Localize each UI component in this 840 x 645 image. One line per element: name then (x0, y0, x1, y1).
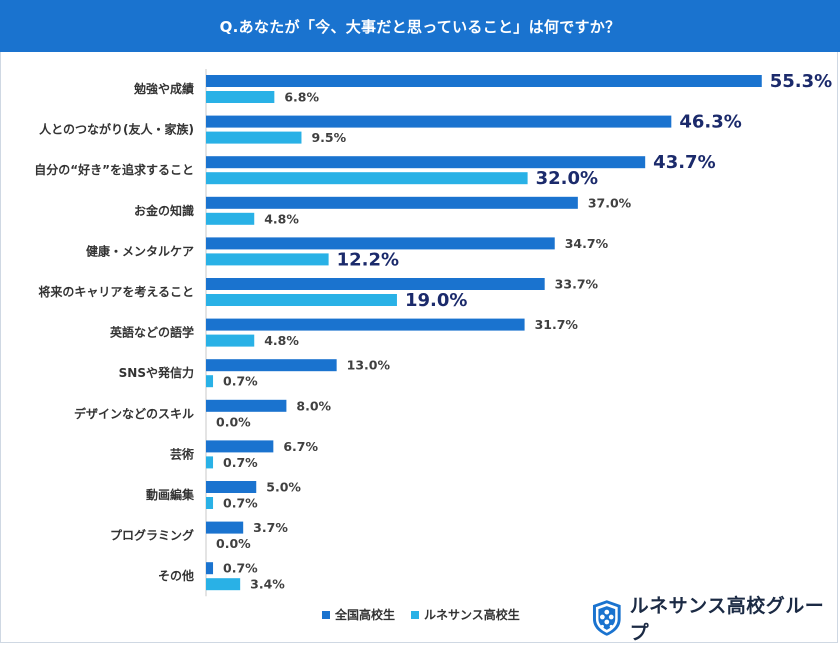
data-label: 37.0% (588, 195, 632, 210)
data-label: 5.0% (266, 480, 301, 495)
bar-national (206, 399, 287, 412)
bar-national (206, 521, 244, 534)
data-label: 0.0% (216, 536, 251, 551)
bar-renaissance (206, 375, 214, 388)
bar-national (206, 562, 214, 575)
category-label: 芸術 (170, 446, 194, 461)
legend-item-national: 全国高校生 (322, 606, 395, 623)
data-label: 31.7% (535, 317, 579, 332)
category-label: プログラミング (110, 528, 194, 543)
bar-national (206, 156, 646, 169)
bar-renaissance (206, 172, 528, 185)
category-label: その他 (158, 568, 194, 583)
bar-national (206, 440, 274, 453)
data-label: 9.5% (311, 130, 346, 145)
bar-renaissance (206, 497, 214, 509)
logo-text: ルネサンス高校グループ (629, 595, 825, 644)
category-label: 人とのつながり(友人・家族) (39, 122, 194, 137)
chart-header: Q.あなたが「今、大事だと思っていること」は何ですか？ (0, 0, 840, 52)
data-label: 8.0% (296, 398, 331, 413)
shield-logo-icon (592, 600, 621, 636)
legend: 全国高校生 ルネサンス高校生 (322, 606, 520, 623)
data-label: 6.7% (283, 439, 318, 454)
bar-national (206, 196, 578, 209)
legend-item-renaissance: ルネサンス高校生 (411, 606, 520, 623)
bar-renaissance (206, 253, 329, 266)
data-label: 0.7% (223, 561, 258, 576)
category-label: 英語などの語学 (110, 325, 194, 340)
bar-renaissance (206, 91, 275, 103)
bar-renaissance (206, 131, 302, 144)
category-label: 将来のキャリアを考えること (38, 284, 194, 299)
category-label: 健康・メンタルケア (86, 243, 194, 258)
data-label: 12.2% (337, 249, 399, 270)
data-label: 0.7% (223, 374, 258, 389)
bar-national (206, 237, 555, 250)
bar-national (206, 115, 672, 128)
data-label: 3.7% (253, 520, 288, 535)
data-label: 46.3% (679, 112, 741, 133)
data-label: 43.7% (653, 152, 715, 173)
data-label: 13.0% (347, 358, 391, 373)
chart-title: Q.あなたが「今、大事だと思っていること」は何ですか？ (219, 17, 621, 36)
bar-renaissance (206, 334, 255, 347)
bar-renaissance (206, 294, 397, 306)
category-label: 勉強や成績 (133, 81, 194, 96)
legend-swatch-renaissance (411, 610, 420, 619)
data-label: 55.3% (770, 71, 832, 92)
legend-label-renaissance: ルネサンス高校生 (424, 608, 520, 622)
legend-swatch-national (322, 610, 330, 619)
data-label: 4.8% (264, 333, 299, 348)
category-label: 動画編集 (146, 487, 195, 502)
data-label: 0.0% (216, 414, 251, 429)
category-label: デザインなどのスキル (74, 406, 194, 421)
bar-renaissance (206, 578, 241, 591)
data-label: 4.8% (264, 211, 299, 226)
category-label: SNSや発信力 (119, 365, 194, 380)
bar-national (206, 318, 525, 331)
data-label: 0.7% (223, 455, 258, 470)
bar-renaissance (206, 456, 214, 469)
data-label: 32.0% (536, 168, 598, 189)
bar-national (206, 481, 257, 493)
data-label: 3.4% (250, 577, 285, 592)
data-label: 6.8% (284, 90, 319, 105)
category-label: 自分の“好き”を追求すること (34, 162, 194, 177)
bar-national (206, 278, 545, 290)
bar-renaissance (206, 212, 255, 225)
data-label: 34.7% (565, 236, 609, 251)
category-label: お金の知識 (134, 203, 194, 218)
bar-national (206, 359, 337, 372)
data-label: 19.0% (405, 290, 467, 311)
bar-national (206, 75, 762, 87)
data-label: 0.7% (223, 496, 258, 511)
legend-label-national: 全国高校生 (335, 608, 396, 622)
data-label: 33.7% (555, 277, 599, 292)
brand-logo: ルネサンス高校グループ (592, 591, 840, 645)
